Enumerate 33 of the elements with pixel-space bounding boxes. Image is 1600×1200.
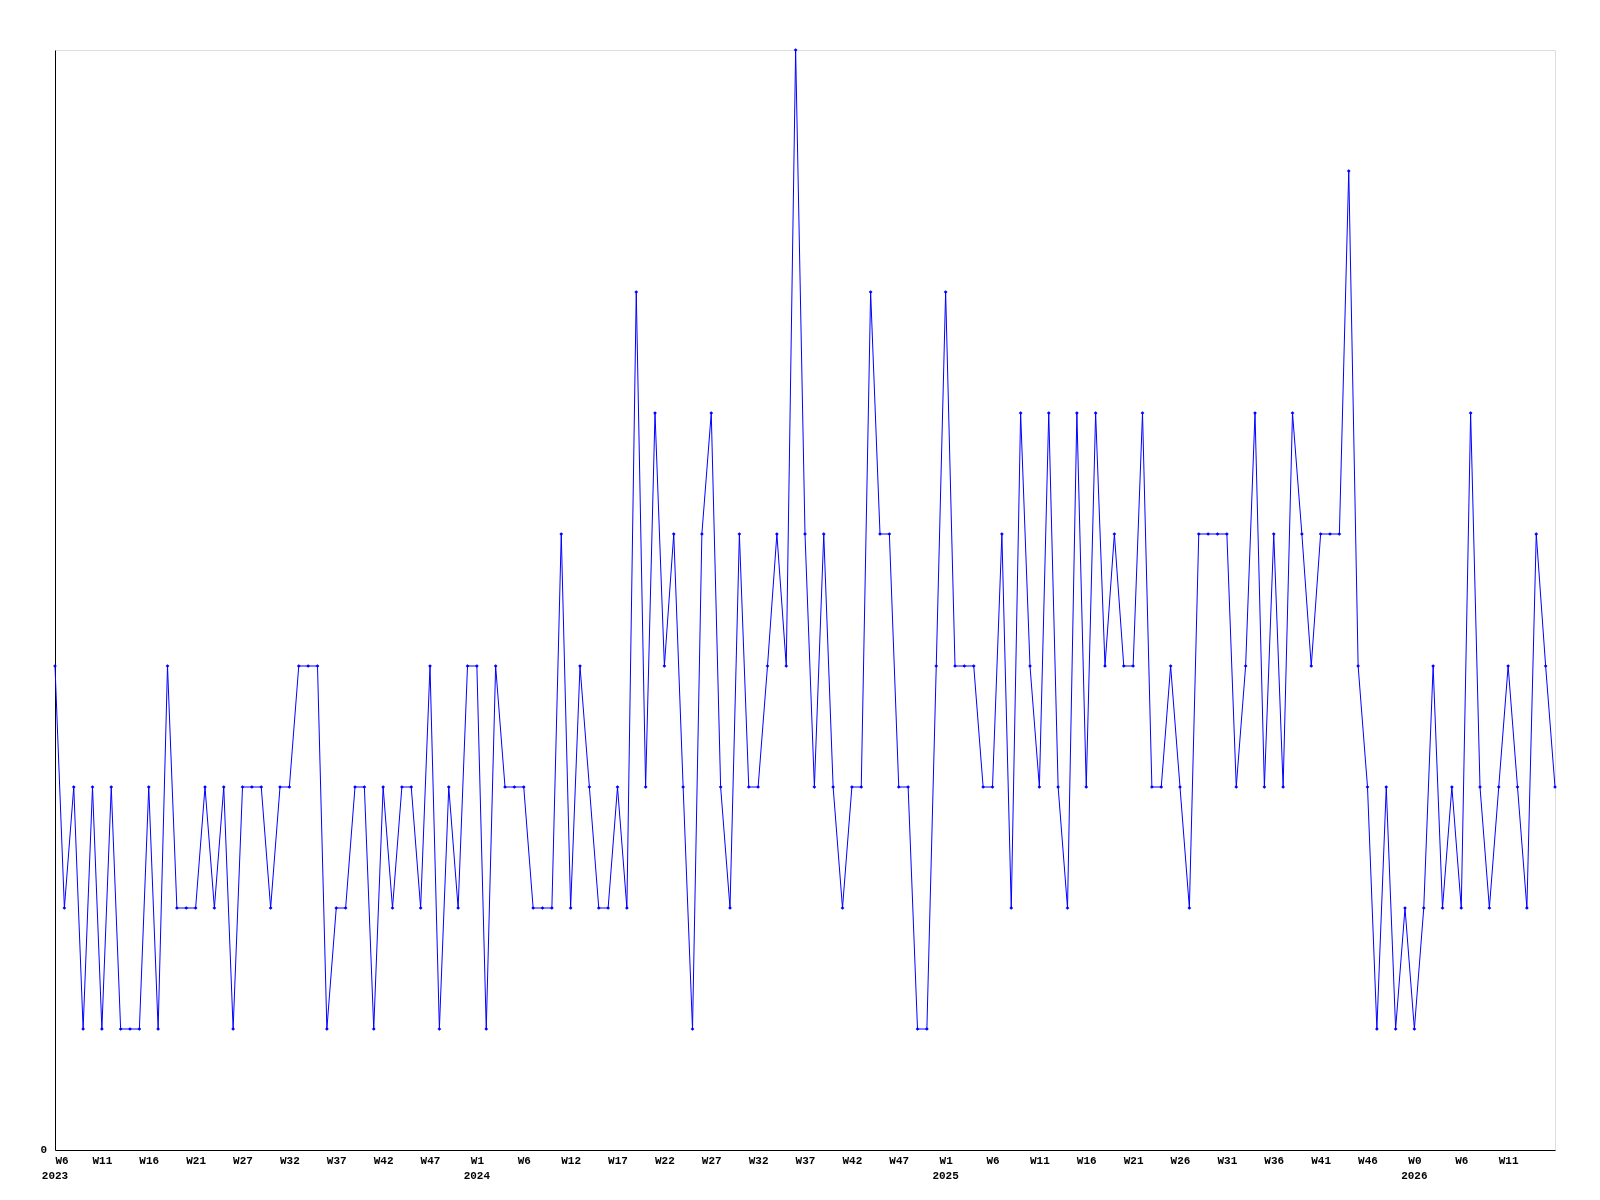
category-label: W1 2024 [463, 1154, 491, 1182]
x-tick-label: W37 [795, 1154, 816, 1167]
x-tick-label: W47 [889, 1154, 910, 1167]
x-tick-label: W21 [186, 1154, 207, 1167]
text: 0 [40, 1144, 47, 1156]
x-tick-label: W12 [561, 1154, 582, 1167]
x-tick-label: W27 [233, 1154, 253, 1167]
category-label: W0 2026 [1401, 1154, 1428, 1182]
category-label: W1 2025 [932, 1154, 959, 1182]
x-tick-label: W11 [1498, 1154, 1519, 1167]
x-tick-label: W6 [1455, 1154, 1469, 1167]
x-tick-label: W17 [608, 1154, 628, 1167]
x-tick-label: W41 [1311, 1154, 1332, 1167]
x-tick-label: W37 [326, 1154, 347, 1167]
x-tick-label: W21 [1123, 1154, 1144, 1167]
x-tick-label: W16 [1076, 1154, 1097, 1167]
x-tick-label: W47 [420, 1154, 441, 1167]
x-tick-label: W32 [748, 1154, 769, 1167]
x-tick-label: W46 [1358, 1154, 1378, 1167]
x-tick-label: W11 [1029, 1154, 1051, 1167]
x-tick-label: W32 [279, 1154, 300, 1167]
x-tick-label: W16 [139, 1154, 160, 1167]
x-tick-label: W42 [842, 1154, 863, 1167]
x-tick-label: W6 [986, 1154, 1000, 1167]
x-tick-label: W27 [701, 1154, 722, 1167]
x-tick-label: W6 [517, 1154, 531, 1167]
x-tick-label: W22 [654, 1154, 675, 1167]
x-tick-label: W36 [1264, 1154, 1285, 1167]
x-tick-label: W42 [373, 1154, 394, 1167]
x-tick-label: W11 [92, 1154, 113, 1167]
x-tick-label: W26 [1170, 1154, 1191, 1167]
x-tick-label: W31 [1217, 1154, 1238, 1167]
category-label: W6 2023 [41, 1154, 69, 1182]
